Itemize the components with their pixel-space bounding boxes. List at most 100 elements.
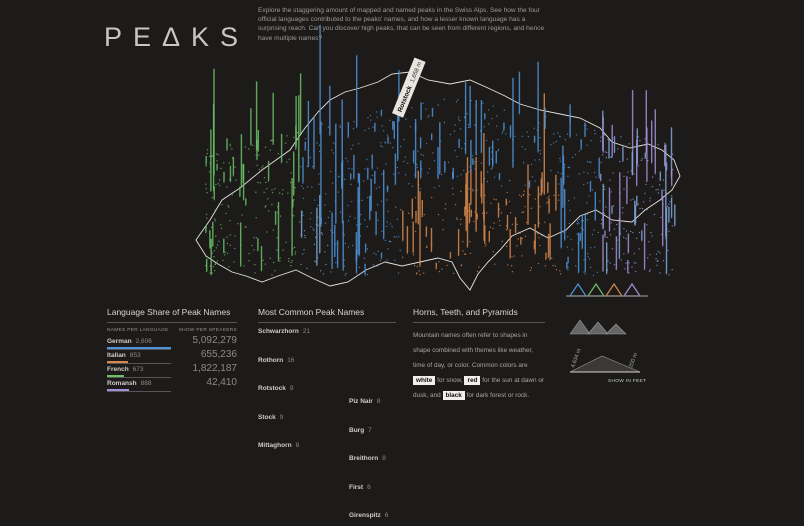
peak-dot bbox=[645, 183, 647, 185]
peak-dot bbox=[384, 142, 386, 144]
peak-dot bbox=[639, 140, 641, 142]
peak-spike bbox=[341, 162, 343, 188]
peak-dot bbox=[334, 255, 336, 257]
column-header[interactable]: NAMES PER LANGUAGE bbox=[107, 328, 169, 333]
peak-dot bbox=[459, 120, 461, 122]
peak-dot bbox=[472, 155, 474, 157]
shape-triangle bbox=[605, 323, 627, 335]
peak-dot bbox=[566, 133, 568, 135]
peak-dot bbox=[644, 192, 646, 195]
peak-dot bbox=[431, 196, 433, 199]
column-header[interactable]: SHOW PER SPEAKERS bbox=[178, 328, 237, 333]
peak-spike bbox=[611, 124, 613, 157]
peak-dot bbox=[547, 256, 549, 258]
peak-dot bbox=[274, 270, 276, 272]
peak-dot bbox=[322, 273, 324, 275]
peak-dot bbox=[411, 107, 413, 109]
peak-dot bbox=[460, 265, 462, 267]
peak-dot bbox=[446, 264, 448, 266]
peak-dot bbox=[416, 273, 418, 275]
peak-dot bbox=[452, 187, 454, 189]
name-count: 9 bbox=[289, 385, 294, 392]
peak-dot bbox=[636, 136, 638, 138]
peak-spike bbox=[543, 93, 545, 194]
peak-dot bbox=[341, 144, 343, 146]
peak-dot bbox=[557, 132, 559, 134]
peak-spike bbox=[383, 169, 385, 239]
peak-dot bbox=[456, 217, 458, 219]
peak-dot bbox=[271, 139, 273, 141]
peak-spike bbox=[534, 224, 536, 254]
peak-dot bbox=[582, 229, 584, 231]
peak-spike bbox=[245, 198, 247, 205]
peak-dot bbox=[387, 210, 389, 212]
peak-dot bbox=[483, 239, 485, 241]
unit-toggle[interactable]: SHOW IN FEET bbox=[608, 378, 646, 384]
peak-dot bbox=[347, 136, 349, 138]
peak-dot bbox=[210, 250, 212, 252]
peak-dot bbox=[632, 232, 634, 234]
peak-dot bbox=[327, 126, 330, 128]
peak-spike bbox=[488, 146, 491, 165]
peak-dot bbox=[259, 182, 261, 184]
peak-spike bbox=[466, 157, 469, 247]
peak-dot bbox=[205, 231, 207, 234]
peak-dot bbox=[611, 156, 613, 158]
peak-dot bbox=[600, 180, 602, 182]
peak-dot bbox=[288, 258, 290, 260]
peak-dot bbox=[663, 260, 665, 262]
peak-spike bbox=[465, 172, 467, 230]
height-scale: 4,634 m 200 m SHOW IN FEET bbox=[569, 348, 646, 384]
peak-spike bbox=[397, 107, 399, 160]
peak-dot bbox=[468, 210, 470, 212]
peak-dot bbox=[376, 265, 378, 267]
peak-name: Stock bbox=[258, 413, 276, 421]
peak-dot bbox=[280, 215, 282, 217]
peak-dot bbox=[414, 162, 416, 164]
peak-spike bbox=[206, 258, 208, 271]
peak-dot bbox=[357, 143, 360, 145]
peak-spike bbox=[223, 238, 225, 253]
peak-dot bbox=[475, 207, 477, 209]
peak-dot bbox=[306, 165, 308, 167]
peak-dot bbox=[492, 227, 494, 229]
peak-dot bbox=[269, 257, 271, 259]
peak-dot bbox=[377, 219, 379, 221]
peak-dot bbox=[468, 171, 470, 173]
peak-dot bbox=[579, 240, 581, 242]
peak-dot bbox=[625, 230, 628, 232]
peak-dot bbox=[600, 161, 602, 164]
peak-spike bbox=[492, 160, 494, 167]
peak-spike bbox=[512, 77, 514, 167]
peak-spike bbox=[302, 157, 304, 183]
peak-dot bbox=[469, 252, 471, 254]
peak-dot bbox=[334, 143, 336, 145]
peak-dot bbox=[608, 157, 610, 159]
language-name: Italian bbox=[107, 352, 126, 359]
peak-spike bbox=[646, 127, 648, 181]
peak-spike bbox=[483, 133, 485, 220]
peak-dot bbox=[228, 266, 230, 268]
peak-dot bbox=[588, 195, 590, 197]
peak-dot bbox=[263, 177, 266, 179]
peak-dot bbox=[668, 274, 670, 276]
peak-dot bbox=[428, 168, 431, 170]
peak-dot bbox=[611, 212, 613, 214]
peak-spike bbox=[627, 260, 629, 273]
peak-dot bbox=[530, 163, 533, 165]
peak-dot bbox=[590, 247, 592, 249]
peak-dot bbox=[205, 165, 207, 167]
peak-dot bbox=[438, 271, 440, 273]
peak-dot bbox=[557, 171, 559, 173]
peak-dot bbox=[454, 124, 456, 126]
peak-dot bbox=[574, 154, 577, 156]
peak-spike bbox=[580, 139, 582, 149]
peak-spike bbox=[636, 139, 638, 186]
peak-dot bbox=[586, 213, 588, 215]
peak-dot bbox=[470, 100, 472, 102]
shape-triangle bbox=[569, 319, 591, 335]
peak-dot bbox=[534, 198, 536, 200]
peak-dot bbox=[560, 247, 562, 249]
peak-dot bbox=[480, 152, 482, 154]
peak-spike bbox=[350, 173, 352, 179]
